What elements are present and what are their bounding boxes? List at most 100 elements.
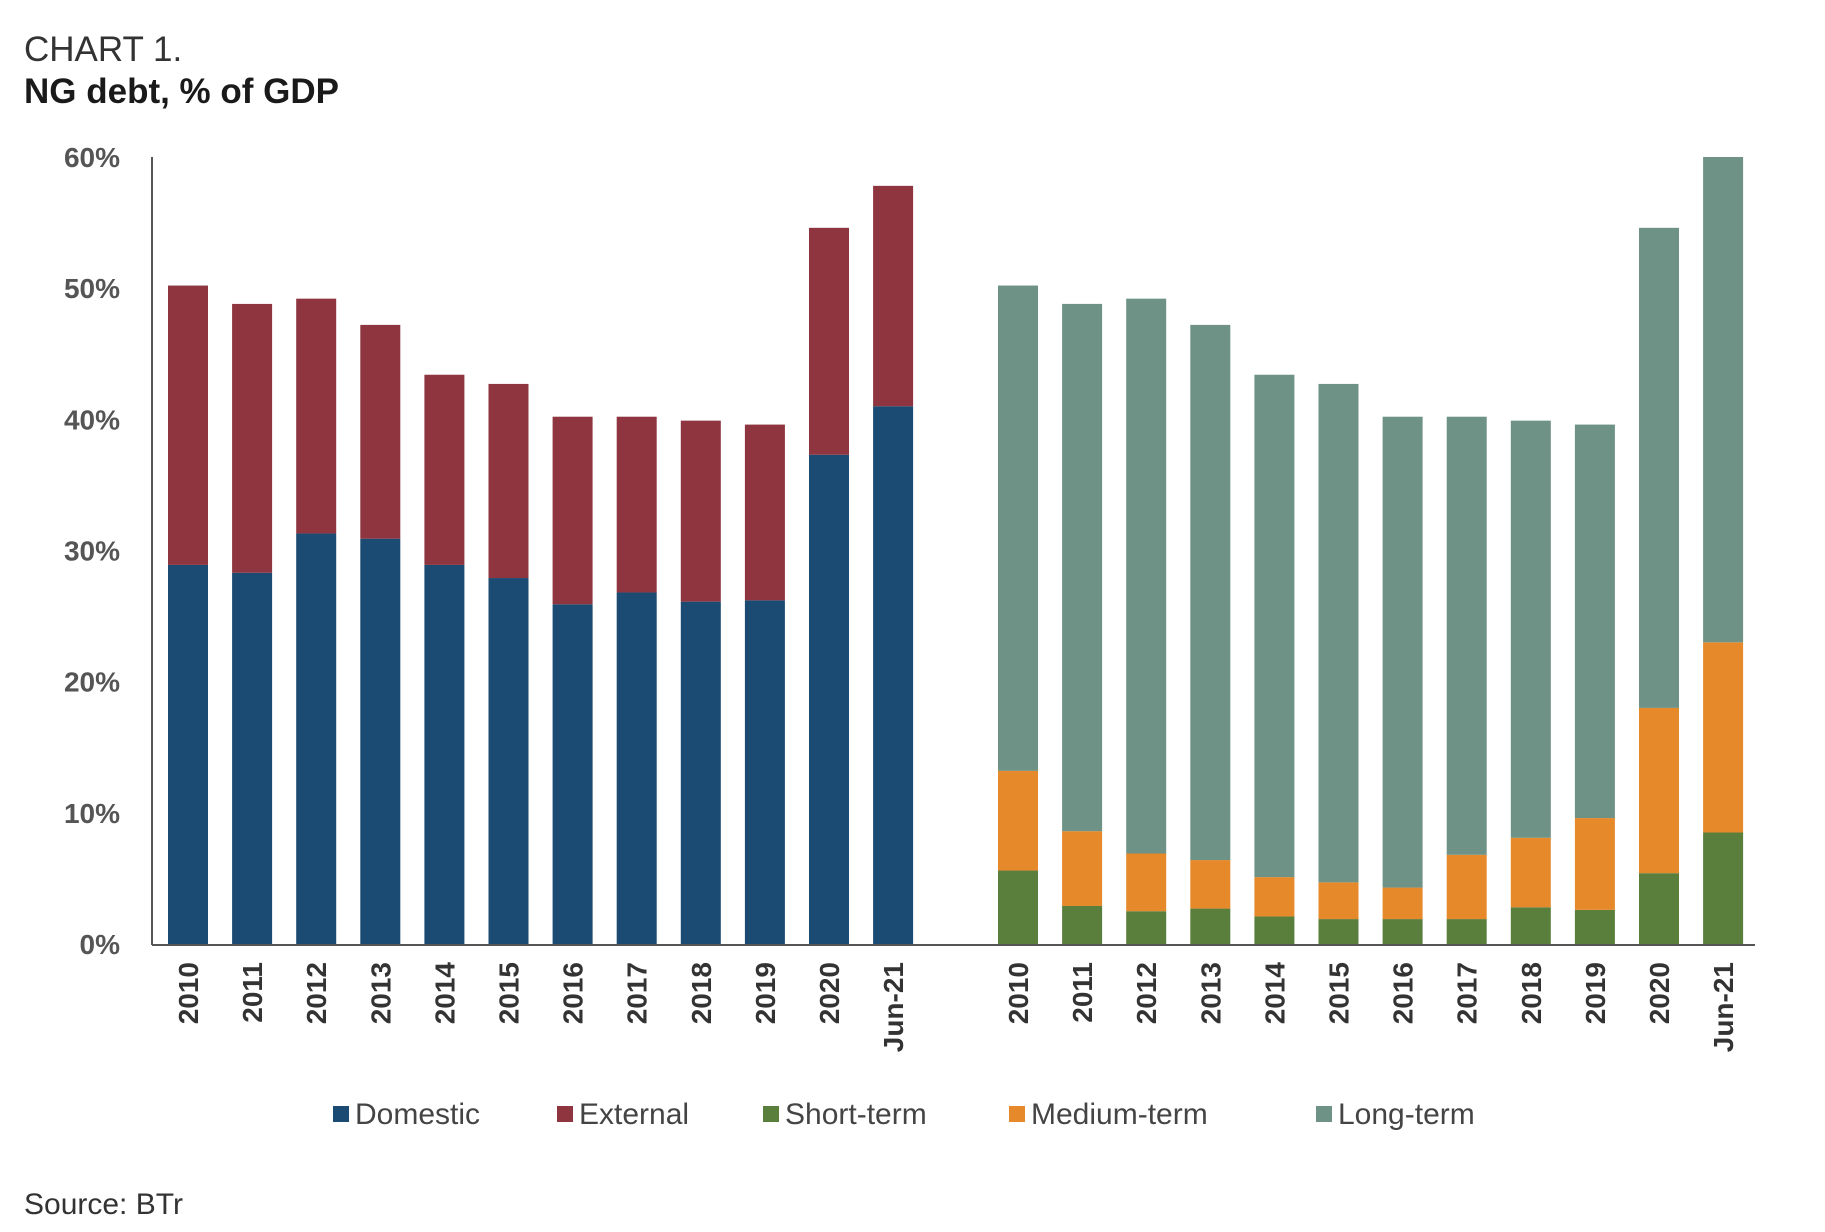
- bar-short-term: [1062, 905, 1103, 944]
- y-tick-label: 30%: [64, 536, 120, 567]
- x-tick-label: 2013: [1195, 962, 1226, 1024]
- y-tick-label: 20%: [64, 667, 120, 698]
- bar-long-term: [1574, 424, 1615, 819]
- bar-external: [232, 303, 273, 573]
- x-tick-label: 2013: [365, 962, 396, 1024]
- bar-long-term: [1510, 420, 1551, 838]
- x-axis-ticks: 2010 2011 2012 2013 2014 2015 2016 2017 2018 2019…: [173, 962, 1739, 1053]
- chart-axes: [151, 157, 1755, 946]
- bar-domestic: [488, 578, 529, 944]
- bar-medium-term: [1318, 882, 1359, 920]
- bar-long-term: [1254, 374, 1295, 878]
- bar-long-term: [1639, 227, 1679, 708]
- bar-domestic: [552, 604, 593, 944]
- bar-external: [552, 416, 593, 605]
- bar-short-term: [1703, 832, 1744, 944]
- bar-short-term: [1126, 911, 1167, 944]
- x-tick-label: 2015: [494, 962, 525, 1024]
- legend-swatch: [1316, 1106, 1332, 1122]
- legend-swatch: [557, 1106, 573, 1122]
- x-tick-label: 2016: [1388, 962, 1419, 1024]
- legend-label: External: [579, 1098, 689, 1131]
- bar-external: [168, 285, 208, 565]
- x-tick-label: Jun-21: [878, 962, 909, 1052]
- bar-medium-term: [1382, 887, 1423, 920]
- x-tick-label: 2010: [1003, 962, 1034, 1024]
- x-tick-label: 2019: [750, 962, 781, 1024]
- bar-external: [424, 374, 465, 565]
- legend-label: Short-term: [785, 1098, 927, 1131]
- bar-external: [809, 227, 849, 455]
- bar-short-term: [1382, 919, 1423, 944]
- bar-short-term: [998, 870, 1038, 944]
- y-tick-label: 0%: [80, 929, 121, 960]
- bar-external: [488, 383, 529, 579]
- bar-medium-term: [1190, 860, 1231, 909]
- x-tick-label: 2019: [1580, 962, 1611, 1024]
- bar-external: [296, 298, 337, 534]
- y-tick-label: 40%: [64, 404, 120, 435]
- bar-external: [680, 420, 721, 602]
- x-tick-label: 2014: [429, 962, 460, 1025]
- bar-external: [360, 324, 401, 539]
- x-tick-label: 2010: [173, 962, 204, 1024]
- x-tick-label: 2012: [1131, 962, 1162, 1024]
- bar-short-term: [1190, 908, 1231, 944]
- x-tick-label: 2012: [301, 962, 332, 1024]
- x-tick-label: 2020: [1644, 962, 1675, 1024]
- bar-medium-term: [1254, 877, 1295, 917]
- x-tick-label: 2018: [686, 962, 717, 1024]
- chart-legend: Domestic External Short-term Medium-term Lon…: [333, 1098, 1475, 1131]
- source-note: Source: BTr: [24, 1188, 183, 1221]
- legend-label: Medium-term: [1031, 1098, 1208, 1131]
- x-tick-label: 2017: [622, 962, 653, 1024]
- bar-short-term: [1510, 907, 1551, 944]
- bar-domestic: [168, 564, 208, 944]
- x-tick-label: 2016: [558, 962, 589, 1024]
- bar-external: [873, 185, 914, 407]
- bar-short-term: [1254, 916, 1295, 944]
- bar-domestic: [744, 600, 785, 944]
- bar-external: [616, 416, 657, 593]
- bar-domestic: [809, 454, 849, 944]
- x-tick-label: 2015: [1324, 962, 1355, 1024]
- bar-domestic: [360, 538, 401, 944]
- x-tick-label: 2011: [1067, 962, 1098, 1023]
- bar-long-term: [1446, 416, 1487, 855]
- bar-medium-term: [1639, 707, 1679, 874]
- bar-domestic: [424, 564, 465, 944]
- bar-long-term: [1318, 383, 1359, 883]
- x-tick-label: 2020: [814, 962, 845, 1024]
- legend-label: Domestic: [355, 1098, 480, 1131]
- y-tick-label: 60%: [64, 142, 120, 173]
- y-tick-label: 50%: [64, 273, 120, 304]
- x-tick-label: 2014: [1259, 962, 1290, 1025]
- bar-medium-term: [998, 770, 1038, 871]
- bar-long-term: [1126, 298, 1167, 854]
- chart-bars: [168, 157, 1744, 944]
- bar-medium-term: [1574, 818, 1615, 910]
- bar-long-term: [1703, 157, 1744, 643]
- bar-domestic: [873, 406, 914, 944]
- bar-medium-term: [1510, 837, 1551, 908]
- legend-label: Long-term: [1338, 1098, 1475, 1131]
- legend-swatch: [763, 1106, 779, 1122]
- bar-long-term: [1382, 416, 1423, 888]
- bar-medium-term: [1446, 854, 1487, 920]
- bar-domestic: [680, 601, 721, 944]
- bar-short-term: [1318, 919, 1359, 944]
- bar-medium-term: [1126, 853, 1167, 912]
- bar-short-term: [1574, 909, 1615, 944]
- x-tick-label: 2018: [1516, 962, 1547, 1024]
- chart-label: CHART 1.: [24, 30, 183, 69]
- bar-short-term: [1639, 873, 1679, 944]
- bar-medium-term: [1062, 831, 1103, 906]
- bar-long-term: [1190, 324, 1231, 861]
- chart-title: NG debt, % of GDP: [24, 72, 339, 111]
- x-tick-label: 2011: [237, 962, 268, 1023]
- bar-domestic: [232, 572, 273, 944]
- bar-domestic: [296, 533, 337, 944]
- bar-short-term: [1446, 919, 1487, 944]
- y-axis-ticks: 0% 10% 20% 30% 40% 50% 60%: [64, 142, 120, 960]
